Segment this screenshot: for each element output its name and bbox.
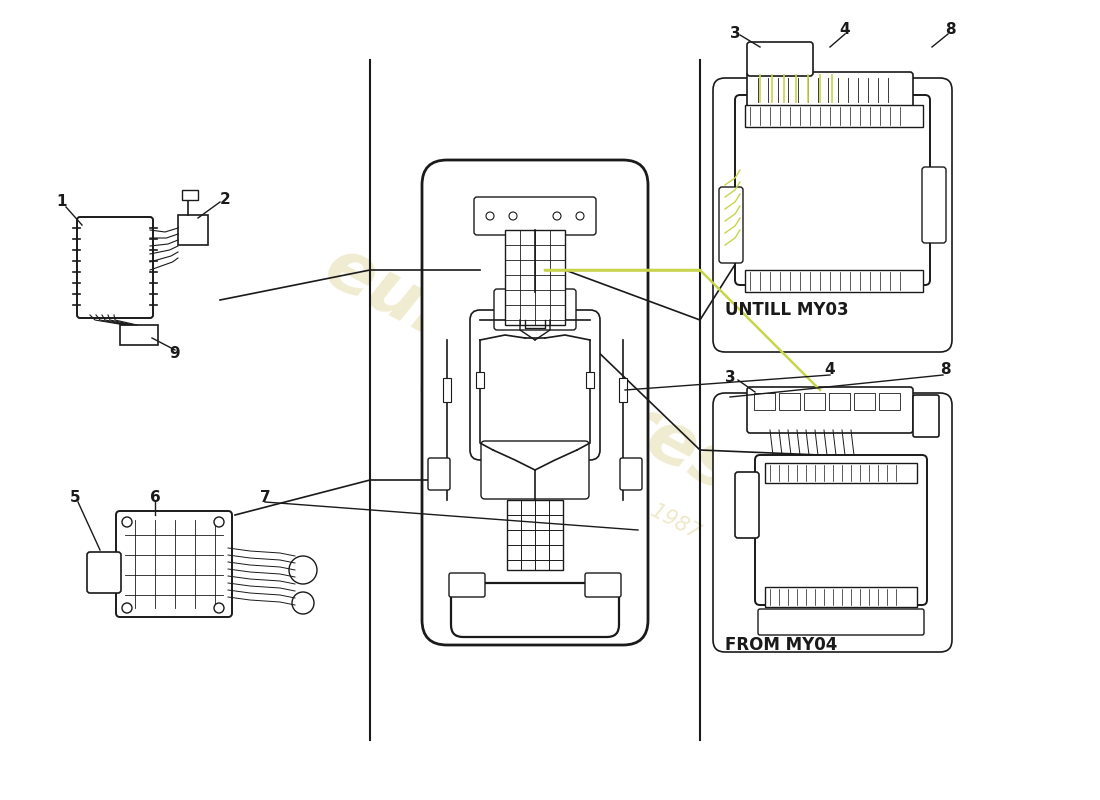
FancyBboxPatch shape bbox=[422, 160, 648, 645]
Bar bbox=[586, 372, 594, 388]
Circle shape bbox=[122, 603, 132, 613]
Circle shape bbox=[509, 212, 517, 220]
Circle shape bbox=[576, 212, 584, 220]
Text: 2: 2 bbox=[220, 193, 230, 207]
FancyBboxPatch shape bbox=[620, 458, 642, 490]
Text: 3: 3 bbox=[729, 26, 740, 41]
Circle shape bbox=[486, 212, 494, 220]
Text: 4: 4 bbox=[839, 22, 850, 38]
Text: 3: 3 bbox=[725, 370, 735, 385]
Text: a passion for parts since 1987: a passion for parts since 1987 bbox=[416, 378, 704, 542]
Text: 5: 5 bbox=[69, 490, 80, 506]
FancyBboxPatch shape bbox=[747, 387, 913, 433]
Text: FROM MY04: FROM MY04 bbox=[725, 636, 837, 654]
FancyBboxPatch shape bbox=[713, 78, 952, 352]
FancyBboxPatch shape bbox=[77, 217, 153, 318]
FancyBboxPatch shape bbox=[713, 393, 952, 652]
Bar bbox=[879, 393, 900, 410]
FancyBboxPatch shape bbox=[735, 472, 759, 538]
Bar bbox=[443, 378, 451, 402]
Text: 1: 1 bbox=[57, 194, 67, 210]
FancyBboxPatch shape bbox=[758, 609, 924, 635]
FancyBboxPatch shape bbox=[494, 289, 576, 330]
Circle shape bbox=[289, 556, 317, 584]
Bar bbox=[764, 463, 917, 483]
Bar bbox=[120, 325, 158, 345]
Bar bbox=[829, 393, 850, 410]
FancyBboxPatch shape bbox=[747, 42, 813, 76]
FancyBboxPatch shape bbox=[474, 197, 596, 235]
Bar bbox=[854, 393, 874, 410]
Text: 8: 8 bbox=[945, 22, 955, 38]
Text: 7: 7 bbox=[260, 490, 271, 506]
Bar bbox=[745, 270, 923, 292]
Bar bbox=[507, 500, 563, 570]
Bar bbox=[779, 393, 800, 410]
Text: 6: 6 bbox=[150, 490, 161, 506]
Bar bbox=[619, 378, 627, 402]
Bar bbox=[745, 105, 923, 127]
Circle shape bbox=[553, 212, 561, 220]
Text: 8: 8 bbox=[939, 362, 950, 378]
Circle shape bbox=[292, 592, 313, 614]
Circle shape bbox=[122, 517, 132, 527]
FancyBboxPatch shape bbox=[755, 455, 927, 605]
FancyBboxPatch shape bbox=[428, 458, 450, 490]
FancyBboxPatch shape bbox=[719, 187, 742, 263]
Text: 9: 9 bbox=[169, 346, 180, 361]
Text: UNTILL MY03: UNTILL MY03 bbox=[725, 301, 848, 319]
FancyBboxPatch shape bbox=[922, 167, 946, 243]
FancyBboxPatch shape bbox=[87, 552, 121, 593]
Text: 4: 4 bbox=[825, 362, 835, 378]
FancyBboxPatch shape bbox=[116, 511, 232, 617]
Circle shape bbox=[214, 517, 224, 527]
Circle shape bbox=[214, 603, 224, 613]
Bar bbox=[182, 190, 198, 200]
Bar bbox=[804, 393, 825, 410]
FancyBboxPatch shape bbox=[481, 441, 588, 499]
Bar bbox=[754, 393, 776, 410]
Text: eurospares: eurospares bbox=[312, 232, 748, 508]
FancyBboxPatch shape bbox=[449, 573, 485, 597]
FancyBboxPatch shape bbox=[747, 72, 913, 108]
FancyBboxPatch shape bbox=[585, 573, 622, 597]
FancyBboxPatch shape bbox=[735, 95, 930, 285]
FancyBboxPatch shape bbox=[913, 395, 939, 437]
Bar bbox=[764, 587, 917, 607]
Bar bbox=[505, 230, 565, 325]
Bar bbox=[476, 372, 484, 388]
Bar bbox=[178, 215, 208, 245]
FancyBboxPatch shape bbox=[470, 310, 600, 460]
FancyBboxPatch shape bbox=[451, 583, 619, 637]
